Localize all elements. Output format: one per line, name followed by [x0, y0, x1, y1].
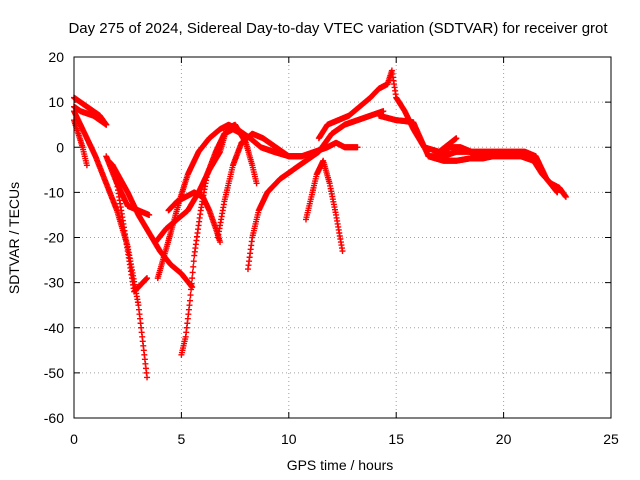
- data-point-mark: [453, 135, 460, 142]
- data-point-mark: [83, 162, 90, 169]
- data-point-mark: [380, 108, 387, 115]
- plot-border: [73, 56, 612, 419]
- data-point-mark: [190, 258, 197, 265]
- y-tick-label: -10: [44, 184, 64, 200]
- data-point-mark: [189, 275, 196, 282]
- data-point-mark: [187, 292, 194, 299]
- series-arc-19: [436, 144, 561, 196]
- data-point-mark: [146, 211, 153, 218]
- series-arc-13: [244, 108, 387, 273]
- data-marks: [71, 67, 569, 381]
- y-tick-label: -30: [44, 275, 64, 291]
- data-point-mark: [354, 144, 361, 151]
- y-tick-label: -40: [44, 320, 64, 336]
- data-point-mark: [339, 248, 346, 255]
- chart-title: Day 275 of 2024, Sidereal Day-to-day VTE…: [68, 20, 608, 37]
- series-arc-3: [71, 117, 90, 169]
- series-arc-11: [178, 126, 245, 358]
- y-axis-label: SDTVAR / TECUs: [6, 182, 22, 294]
- series-arc-14: [302, 157, 346, 255]
- x-tick-label: 0: [70, 431, 78, 447]
- y-tick-label: -60: [44, 410, 64, 426]
- x-tick-label: 15: [388, 431, 404, 447]
- x-tick-label: 5: [178, 431, 186, 447]
- data-point-mark: [253, 180, 260, 187]
- data-point-mark: [189, 269, 196, 276]
- data-point-mark: [144, 275, 151, 282]
- data-point-mark: [554, 189, 561, 196]
- data-point-mark: [217, 239, 224, 246]
- series-arc-7: [109, 162, 196, 291]
- x-axis-label: GPS time / hours: [287, 457, 394, 473]
- x-tick-label: 25: [603, 431, 619, 447]
- y-tick-label: 10: [48, 94, 64, 110]
- data-point-mark: [190, 263, 197, 270]
- y-tick-label: 20: [48, 49, 64, 65]
- data-point-mark: [188, 286, 195, 293]
- data-point-mark: [562, 193, 569, 200]
- series-arc-16: [376, 112, 417, 126]
- x-tick-label: 20: [496, 431, 512, 447]
- data-point-mark: [188, 280, 195, 287]
- y-tick-label: 0: [56, 139, 64, 155]
- x-tick-label: 10: [281, 431, 297, 447]
- data-point-mark: [144, 374, 151, 381]
- series-arc-2: [71, 103, 110, 128]
- data-point-mark: [186, 297, 193, 304]
- data-point-mark: [238, 130, 245, 137]
- data-point-mark: [103, 121, 110, 128]
- y-tick-label: -50: [44, 365, 64, 381]
- y-tick-label: -20: [44, 230, 64, 246]
